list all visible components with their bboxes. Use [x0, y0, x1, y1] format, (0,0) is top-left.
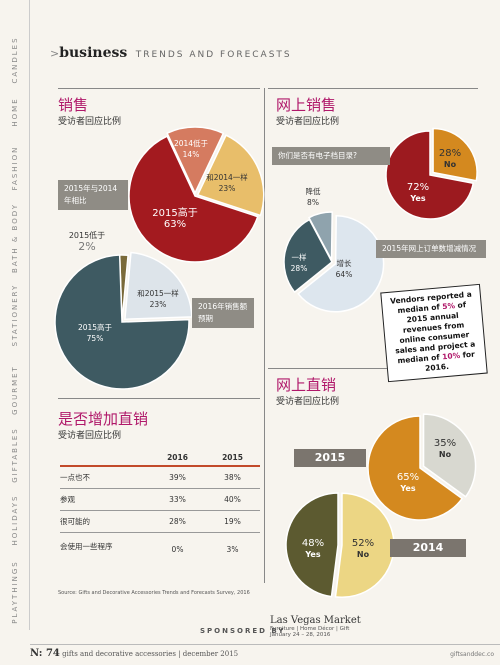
sponsor-label: SPONSORED BY — [200, 627, 286, 635]
divider-mid-left — [58, 398, 260, 399]
od2-ribbon: 2014 — [390, 539, 466, 557]
footer-rule — [30, 644, 500, 645]
divider-vertical — [264, 88, 265, 583]
online2-ribbon: 2015年网上订单数增减情况 — [376, 240, 486, 258]
retail2-ribbon: 2016年销售额 预期 — [192, 298, 254, 328]
header-subtitle: TRENDS AND FORECASTS — [135, 50, 292, 60]
od2-label-yes: 48% Yes — [301, 538, 325, 559]
online-note: Vendors reported a median of 5% of 2015 … — [380, 283, 488, 383]
retail1-label-same: 和2014一样 23% — [206, 173, 248, 193]
page-header: >business TRENDS AND FORECASTS — [50, 45, 292, 61]
pie-online-2-slice-2 — [283, 218, 333, 294]
pie-retail-1-slice-0 — [166, 126, 225, 195]
online-direct-subtitle: 受访者回应比例 — [276, 397, 340, 407]
retail-subtitle: 受访者回应比例 — [58, 117, 122, 127]
retail1-label-higher: 2015高于 63% — [152, 208, 198, 230]
pie-retail-2-slice-2 — [54, 254, 190, 390]
od1-label-no: 35% No — [433, 438, 457, 459]
table-row: 一点也不 39% 38% — [60, 466, 260, 489]
table-row: 很可能的 28% 19% — [60, 510, 260, 533]
online-title: 网上销售 — [276, 96, 337, 114]
pie-online-2-slice-0 — [307, 211, 333, 261]
sponsor-cats: Furniture | Home Décor | Gift — [270, 626, 350, 632]
pie-retail-2016-expect — [54, 251, 193, 390]
header-keyword: business — [59, 45, 128, 61]
table-header-2015: 2015 — [205, 450, 260, 467]
direct-table: 2016 2015 一点也不 39% 38% 参观 33% 40% 很可能的 2… — [60, 450, 260, 559]
page-footer: N: 74 gifts and decorative accessories |… — [30, 648, 239, 659]
online1-ribbon: 你们是否有电子档目录? — [272, 147, 390, 165]
divider-mid-right — [268, 368, 478, 369]
pie-online-direct-2015 — [367, 413, 477, 521]
retail-title: 销售 — [58, 96, 89, 114]
od1-label-yes: 65% Yes — [396, 472, 420, 493]
pie-retail-2-slice-1 — [124, 251, 193, 321]
divider-top-right — [268, 88, 478, 89]
online1-label-no: 28% No — [438, 148, 462, 169]
sponsor-dates: January 24 – 28, 2016 — [270, 632, 331, 638]
pie-retail-2015-vs-2014 — [128, 126, 265, 263]
online1-label-yes: 72% Yes — [406, 182, 430, 203]
side-nav: CANDLES HOME FASHION BATH & BODY STATION… — [0, 0, 30, 630]
pie-retail-1-slice-2 — [128, 135, 259, 263]
od1-ribbon: 2015 — [294, 449, 366, 467]
online-subtitle: 受访者回应比例 — [276, 117, 340, 127]
retail2-label-same: 和2015一样 23% — [137, 289, 179, 309]
retail2-label-higher: 2015高于 75% — [77, 323, 113, 343]
direct-subtitle: 受访者回应比例 — [58, 431, 122, 441]
online2-label-down: 降低 8% — [305, 187, 321, 207]
issue-date: december 2015 — [182, 650, 239, 658]
pie-od-1-slice-0 — [422, 413, 477, 498]
pie-online-1-slice-0 — [432, 127, 478, 182]
pie-online-catalog — [385, 127, 478, 220]
header-arrow: > — [50, 47, 60, 60]
pie-od-2-slice-1 — [285, 492, 339, 598]
divider-top-left — [58, 88, 260, 89]
direct-title: 是否增加直销 — [58, 410, 149, 428]
pie-online-1-slice-1 — [385, 130, 475, 220]
magazine-name: gifts and decorative accessories — [62, 650, 176, 658]
online2-label-same: 一样 28% — [290, 253, 308, 273]
table-header-row: 2016 2015 — [60, 450, 260, 467]
pie-retail-1-slice-1 — [196, 134, 265, 217]
retail2-label-lower: 2015低于 2% — [68, 231, 106, 253]
pie-online-orders — [283, 211, 385, 313]
pie-online-direct-2014 — [285, 492, 395, 598]
page-number: N: 74 — [30, 648, 60, 659]
source-note: Source: Gifts and Decorative Accessories… — [58, 590, 250, 596]
online2-label-up: 增长 64% — [335, 259, 353, 279]
table-header-2016: 2016 — [150, 450, 205, 467]
pie-online-2-slice-1 — [297, 214, 385, 313]
pie-od-1-slice-1 — [367, 415, 464, 521]
sponsor-logo: Las Vegas Market Furniture | Home Décor … — [270, 615, 361, 638]
retail1-label-less: 2014低于 14% — [173, 139, 209, 159]
footer-url: giftsanddec.co — [450, 651, 494, 658]
table-row: 会使用一些程序 0% 3% — [60, 541, 239, 555]
table-row: 参观 33% 40% — [60, 488, 260, 511]
od2-label-no: 52% No — [351, 538, 375, 559]
online-direct-title: 网上直销 — [276, 376, 337, 394]
sponsor-name: Las Vegas Market — [270, 615, 361, 626]
retail1-ribbon: 2015年与2014 年相比 — [58, 180, 128, 210]
